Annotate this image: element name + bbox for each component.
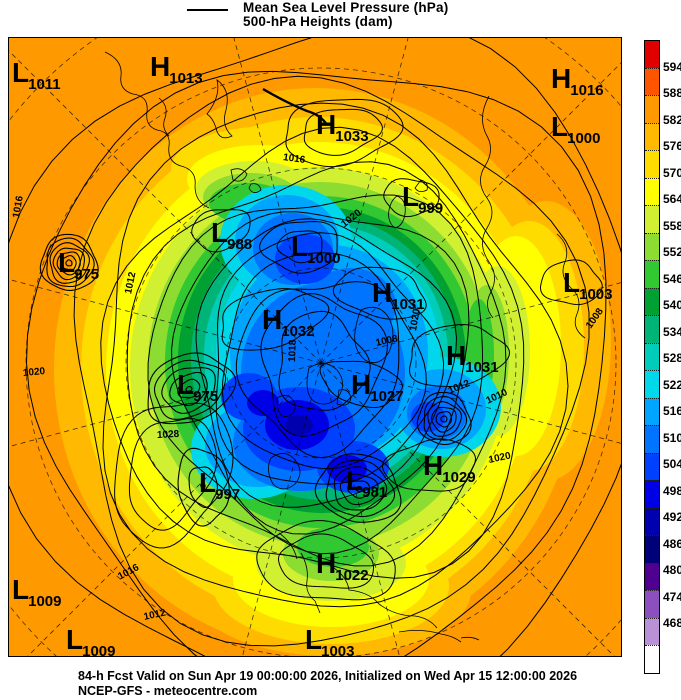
colorbar-segment <box>645 425 659 453</box>
colorbar-segment <box>645 617 659 645</box>
colorbar-tick-540: 540 <box>663 298 681 312</box>
colorbar-tick-546: 546 <box>663 271 681 286</box>
colorbar-tick-576: 576 <box>663 139 681 153</box>
colorbar-tick-582: 582 <box>663 112 681 127</box>
colorbar-tick-588: 588 <box>663 86 681 100</box>
colorbar-tick-558: 558 <box>663 218 681 233</box>
colorbar-segment <box>645 232 659 260</box>
colorbar-tick-480: 480 <box>663 563 681 577</box>
title-line-heights: 500-hPa Heights (dam) <box>243 14 393 29</box>
colorbar-segment <box>645 562 659 590</box>
coastlines <box>104 51 586 643</box>
title-line-mslp: Mean Sea Level Pressure (hPa) <box>243 0 449 15</box>
colorbar-segment <box>645 315 659 343</box>
colorbar-segment <box>645 452 659 480</box>
colorbar-segment <box>645 480 659 508</box>
colorbar-segment <box>645 150 659 178</box>
colorbar-tick-522: 522 <box>663 377 681 392</box>
colorbar-segment <box>645 342 659 370</box>
colorbar-tick-564: 564 <box>663 192 681 206</box>
colorbar-segment <box>645 645 659 673</box>
colorbar-segment <box>645 122 659 150</box>
colorbar-tick-486: 486 <box>663 536 681 551</box>
colorbar-segment <box>645 177 659 205</box>
colorbar-segment <box>645 397 659 425</box>
colorbar-segment <box>645 590 659 618</box>
caption-source: NCEP-GFS - meteocentre.com <box>78 684 258 698</box>
colorbar-tick-510: 510 <box>663 430 681 445</box>
colorbar-segment <box>645 95 659 123</box>
title-block: Mean Sea Level Pressure (hPa) 500-hPa He… <box>0 0 681 34</box>
colorbar-tick-528: 528 <box>663 351 681 365</box>
pressure-contours <box>9 38 621 656</box>
colorbar-tick-504: 504 <box>663 457 681 471</box>
mslp-contour-line-symbol <box>187 9 228 11</box>
colorbar-segment <box>645 260 659 288</box>
colorbar-tick-552: 552 <box>663 245 681 259</box>
colorbar-tick-594: 594 <box>663 59 681 74</box>
colorbar-tick-570: 570 <box>663 165 681 180</box>
caption-validity: 84-h Fcst Valid on Sun Apr 19 00:00:00 2… <box>78 669 578 683</box>
colorbar <box>644 40 660 674</box>
polar-stereographic-map <box>9 38 621 656</box>
colorbar-segment <box>645 41 659 68</box>
colorbar-segment <box>645 370 659 398</box>
colorbar-tick-468: 468 <box>663 616 681 630</box>
colorbar-segment <box>645 205 659 233</box>
colorbar-tick-474: 474 <box>663 589 681 604</box>
colorbar-tick-492: 492 <box>663 510 681 524</box>
colorbar-segment <box>645 535 659 563</box>
colorbar-segment <box>645 67 659 95</box>
colorbar-tick-516: 516 <box>663 404 681 418</box>
colorbar-segment <box>645 507 659 535</box>
map-canvas: L1011 H1013 H1033 H1016 L1000 L999 L988 L1000 L9… <box>8 37 622 659</box>
colorbar-tick-498: 498 <box>663 483 681 498</box>
colorbar-tick-534: 534 <box>663 324 681 339</box>
colorbar-segment <box>645 287 659 315</box>
